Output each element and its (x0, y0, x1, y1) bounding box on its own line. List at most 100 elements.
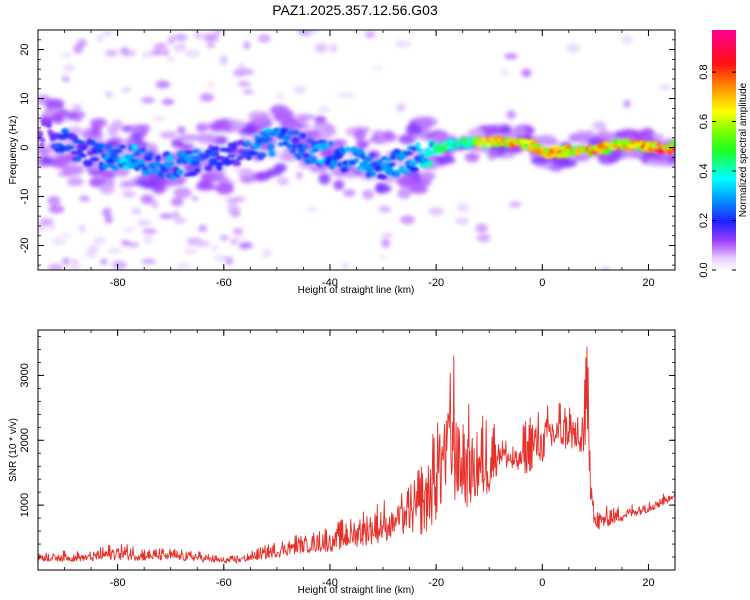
heatmap-halo (178, 134, 199, 141)
heatmap-ridge-blob (377, 174, 388, 180)
heatmap-ridge-blob (112, 148, 123, 154)
heatmap-halo (100, 169, 117, 179)
heatmap-speckle (378, 254, 386, 259)
heatmap-ridge-blob (519, 138, 529, 145)
heatmap-ridge-blob (384, 157, 393, 162)
heatmap-ridge-blob (191, 149, 201, 154)
heatmap-ridge-blob (46, 122, 52, 129)
heatmap-ridge-blob (89, 157, 100, 162)
heatmap-speckle (155, 80, 170, 89)
heatmap-ridge-blob (187, 171, 198, 177)
heatmap-ridge-blob (133, 166, 141, 172)
heatmap-halo (398, 134, 416, 145)
heatmap-halo (197, 180, 211, 188)
heatmap-ridge-blob (64, 145, 75, 150)
heatmap-ridge-blob (118, 144, 127, 149)
heatmap-speckle (277, 176, 289, 186)
heatmap-speckle (219, 235, 229, 241)
heatmap-speckle (658, 85, 672, 90)
snr-x-tick-label: 0 (539, 577, 545, 589)
colorbar-tick-label: 0.4 (698, 163, 710, 178)
heatmap-speckle (213, 254, 229, 262)
heatmap-ridge-blob (301, 144, 309, 149)
heatmap-speckle (122, 190, 137, 198)
heatmap-speckle (172, 211, 180, 218)
snr-y-tick-label: 1000 (19, 493, 31, 517)
heatmap-halo (441, 154, 454, 163)
spectrogram-x-tick-label: 0 (539, 277, 545, 289)
heatmap-speckle (130, 207, 142, 215)
heatmap-halo (345, 170, 356, 180)
heatmap-speckle (148, 142, 158, 152)
heatmap-halo (90, 118, 108, 128)
heatmap-speckle (341, 262, 349, 270)
heatmap-ridge-blob (268, 150, 276, 157)
heatmap-speckle (62, 257, 70, 265)
heatmap-ridge-blob (189, 160, 200, 167)
heatmap-ridge-blob (147, 152, 154, 158)
heatmap-halo (99, 182, 115, 195)
heatmap-speckle (501, 68, 509, 77)
heatmap-ridge-blob (280, 127, 289, 134)
heatmap-speckle (225, 256, 233, 266)
heatmap-ridge-blob (155, 155, 162, 162)
heatmap-ridge-blob (214, 150, 220, 157)
heatmap-halo (239, 176, 255, 184)
heatmap-halo (238, 168, 254, 180)
heatmap-speckle (63, 63, 75, 73)
heatmap-ridge-blob (211, 145, 220, 152)
heatmap-speckle (202, 33, 219, 42)
heatmap-speckle (140, 194, 154, 205)
heatmap-speckle (395, 39, 408, 48)
heatmap-ridge-blob (75, 149, 84, 156)
heatmap-halo (280, 109, 294, 121)
heatmap-speckle (340, 93, 355, 98)
heatmap-speckle (47, 195, 61, 206)
heatmap-speckle (111, 260, 127, 270)
heatmap-speckle (206, 42, 216, 48)
heatmap-halo (141, 182, 159, 190)
heatmap-ridge-blob (184, 150, 194, 155)
heatmap-ridge-blob (38, 131, 44, 138)
heatmap-halo (430, 134, 452, 144)
heatmap-ridge-blob (176, 169, 184, 176)
heatmap-ridge-blob (310, 157, 318, 164)
heatmap-halo (178, 143, 195, 150)
heatmap-ridge-blob (257, 152, 267, 158)
heatmap-halo (355, 140, 370, 147)
heatmap-speckle (428, 207, 444, 216)
heatmap-ridge-blob (403, 151, 413, 156)
heatmap-ridge-blob (216, 164, 223, 171)
heatmap-speckle (475, 223, 488, 233)
heatmap-speckle (122, 226, 136, 233)
heatmap-speckle (521, 68, 532, 78)
heatmap-speckle (70, 259, 79, 264)
colorbar-gradient (712, 30, 736, 270)
heatmap-ridge-blob (376, 159, 384, 165)
snr-y-ticks: 1000 2000 3000 (19, 336, 675, 571)
heatmap-ridge-blob (340, 148, 346, 155)
heatmap-speckle (184, 49, 201, 58)
heatmap-speckle (565, 44, 581, 53)
heatmap-ridge-blob (40, 137, 46, 143)
heatmap-speckle (230, 238, 238, 245)
heatmap-speckle (231, 196, 247, 202)
heatmap-speckle (592, 120, 607, 131)
snr-x-tick-label: -20 (428, 577, 444, 589)
heatmap-speckle (227, 204, 240, 214)
heatmap-speckle (71, 103, 82, 114)
heatmap-ridge-blob (415, 142, 421, 149)
heatmap-speckle (276, 91, 284, 101)
spectrogram-x-ticks: -80 -60 -40 -20 0 20 (37, 30, 676, 289)
heatmap-speckle (233, 166, 241, 171)
heatmap-speckle (314, 43, 328, 53)
heatmap-ridge-blob (306, 138, 314, 143)
snr-y-label: SNR (10 * v/v) (8, 418, 19, 482)
heatmap-speckle (106, 248, 123, 254)
heatmap-speckle (48, 223, 56, 231)
heatmap-halo (159, 131, 178, 139)
heatmap-ridge-blob (340, 166, 348, 173)
heatmap-halo (499, 124, 512, 135)
heatmap-speckle (102, 31, 113, 36)
heatmap-ridge-blob (248, 151, 259, 156)
